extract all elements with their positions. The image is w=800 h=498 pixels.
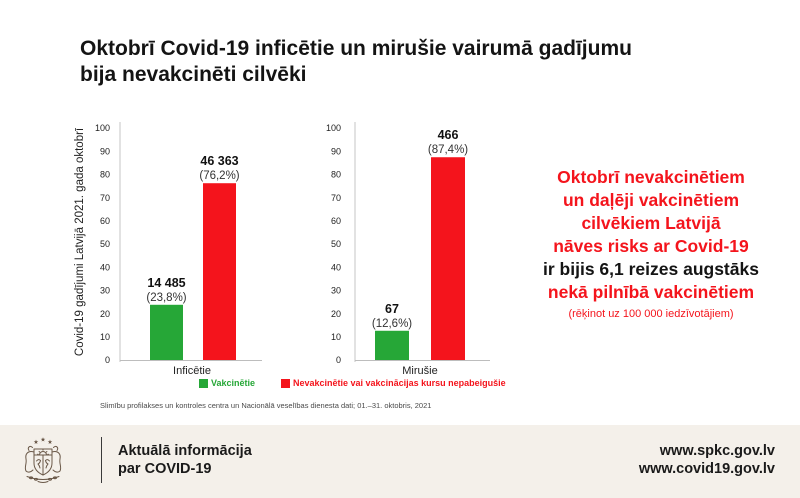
footer-info-line-1: Aktuālā informācija bbox=[118, 443, 252, 459]
y-tick-label: 0 bbox=[105, 355, 110, 365]
y-tick-label: 20 bbox=[331, 309, 341, 319]
callout-line: nāves risks ar Covid-19 bbox=[553, 236, 749, 256]
y-tick-label: 20 bbox=[100, 309, 110, 319]
y-tick-label: 100 bbox=[95, 123, 110, 133]
bar-vaccinated bbox=[150, 304, 183, 360]
legend-label-vaccinated: Vakcinētie bbox=[211, 378, 256, 388]
legend-label-unvaccinated: Nevakcinētie vai vakcinācijas kursu nepa… bbox=[293, 378, 506, 388]
bar-count-label: 14 485 bbox=[147, 276, 185, 290]
footer: Aktuālā informācija par COVID-19 www.spk… bbox=[0, 425, 800, 498]
y-tick-label: 60 bbox=[331, 216, 341, 226]
bar-count-label: 67 bbox=[385, 302, 399, 316]
callout-line: cilvēkiem Latvijā bbox=[581, 213, 721, 233]
title-line-1: Oktobrī Covid-19 inficētie un mirušie va… bbox=[80, 37, 632, 60]
y-tick-label: 100 bbox=[326, 123, 341, 133]
legend-item-vaccinated: Vakcinētie bbox=[199, 378, 255, 389]
risk-callout: Oktobrī nevakcinētiem un daļēji vakcinēt… bbox=[531, 166, 771, 322]
y-tick-label: 50 bbox=[331, 239, 341, 249]
callout-line-highlight: ir bijis 6,1 reizes augstāks bbox=[543, 259, 759, 279]
y-tick-label: 30 bbox=[100, 286, 110, 296]
footer-link-covid19: www.covid19.gov.lv bbox=[638, 461, 775, 477]
y-tick-label: 40 bbox=[100, 262, 110, 272]
y-tick-label: 30 bbox=[331, 286, 341, 296]
footer-info-text: Aktuālā informācija par COVID-19 bbox=[118, 442, 252, 478]
y-tick-label: 70 bbox=[331, 193, 341, 203]
latvia-coat-of-arms-icon bbox=[24, 437, 62, 483]
footer-link-spkc: www.spkc.gov.lv bbox=[659, 443, 775, 459]
y-tick-label: 80 bbox=[331, 170, 341, 180]
y-tick-label: 10 bbox=[100, 332, 110, 342]
footer-info-line-2: par COVID-19 bbox=[118, 461, 212, 477]
callout-note: (rēķinot uz 100 000 iedzīvotājiem) bbox=[568, 308, 734, 320]
callout-line: un daļēji vakcinētiem bbox=[562, 190, 740, 210]
x-axis-label: Inficētie bbox=[173, 365, 211, 377]
legend-swatch-unvaccinated bbox=[281, 379, 290, 388]
callout-line: nekā pilnībā vakcinētiem bbox=[547, 282, 755, 302]
bar-unvaccinated bbox=[203, 183, 236, 360]
bar-unvaccinated bbox=[431, 157, 465, 360]
footer-links: www.spkc.gov.lv www.covid19.gov.lv bbox=[639, 442, 775, 478]
y-tick-label: 80 bbox=[100, 170, 110, 180]
y-tick-label: 10 bbox=[331, 332, 341, 342]
y-tick-label: 90 bbox=[331, 146, 341, 156]
callout-line: Oktobrī nevakcinētiem bbox=[557, 167, 745, 187]
y-tick-label: 0 bbox=[336, 355, 341, 365]
source-note: Slimību profilakses un kontroles centra … bbox=[100, 401, 432, 410]
y-tick-label: 40 bbox=[331, 262, 341, 272]
page-title: Oktobrī Covid-19 inficētie un mirušie va… bbox=[80, 36, 632, 88]
bar-percent-label: (12,6%) bbox=[372, 318, 412, 330]
footer-divider bbox=[101, 437, 102, 483]
bar-vaccinated bbox=[375, 330, 409, 360]
y-tick-label: 60 bbox=[100, 216, 110, 226]
x-axis-label: Mirušie bbox=[402, 365, 437, 377]
bar-count-label: 466 bbox=[438, 128, 459, 142]
y-axis-label: Covid-19 gadījumi Latvijā 2021. gada okt… bbox=[74, 127, 86, 356]
legend-item-unvaccinated: Nevakcinētie vai vakcinācijas kursu nepa… bbox=[281, 378, 506, 389]
bar-percent-label: (23,8%) bbox=[146, 292, 186, 304]
y-tick-label: 70 bbox=[100, 193, 110, 203]
bar-percent-label: (87,4%) bbox=[428, 144, 468, 156]
y-tick-label: 50 bbox=[100, 239, 110, 249]
legend-swatch-vaccinated bbox=[199, 379, 208, 388]
bar-percent-label: (76,2%) bbox=[199, 170, 239, 182]
title-line-2: bija nevakcinēti cilvēki bbox=[80, 63, 307, 86]
y-tick-label: 90 bbox=[100, 146, 110, 156]
bar-count-label: 46 363 bbox=[200, 154, 238, 168]
